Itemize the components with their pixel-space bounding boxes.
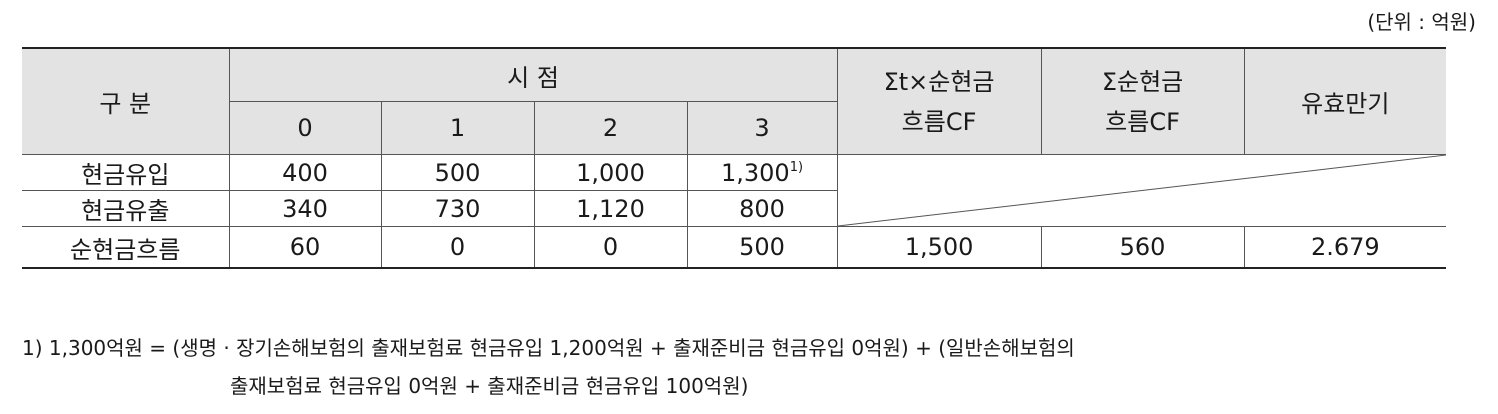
empty-diagonal-cell xyxy=(836,154,1447,227)
header-t0: 0 xyxy=(229,101,382,155)
row-label: 순현금흐름 xyxy=(22,226,230,269)
footnote-line-2: 출재보험료 현금유입 0억원 + 출재준비금 현금유입 100억원) xyxy=(230,374,749,398)
cell-value: 560 xyxy=(1040,226,1245,269)
cell-value: 2.679 xyxy=(1243,226,1447,269)
cell-value: 500 xyxy=(380,154,535,191)
cell-value: 1,000 xyxy=(533,154,688,191)
table-row: 현금유입 400 500 1,000 1,3001) xyxy=(22,154,1447,227)
cell-value: 730 xyxy=(380,190,535,227)
cell-value: 500 xyxy=(686,226,838,269)
header-sum-cf-line2: 흐름CF xyxy=(1105,107,1180,136)
cell-value: 800 xyxy=(686,190,838,227)
header-t3: 3 xyxy=(686,101,838,155)
cell-value: 400 xyxy=(228,154,382,191)
header-t1: 1 xyxy=(380,101,535,155)
row-label: 현금유출 xyxy=(22,190,230,227)
cell-value: 1,500 xyxy=(836,226,1042,269)
cell-value-with-note: 1,3001) xyxy=(686,154,838,191)
footnote-marker: 1) xyxy=(789,159,804,175)
table-row: 현금유출 340 730 1,120 800 xyxy=(22,190,1446,227)
header-sum-cf: Σ순현금 흐름CF xyxy=(1040,47,1245,155)
cell-value: 1,300 xyxy=(720,158,790,187)
cell-value: 340 xyxy=(228,190,382,227)
cell-value: 0 xyxy=(533,226,688,269)
header-row-1: 구 분 시 점 Σt×순현금 흐름CF Σ순현금 흐름CF 유효만기 xyxy=(22,47,1447,155)
cell-value: 1,120 xyxy=(533,190,688,227)
header-sum-cf-line1: Σ순현금 xyxy=(1101,67,1184,96)
header-sum-t-cf-line2: 흐름CF xyxy=(901,107,977,136)
cell-value: 60 xyxy=(228,226,382,269)
header-category: 구 분 xyxy=(22,47,230,155)
header-t2: 2 xyxy=(533,101,688,155)
cash-flow-table: 구 분 시 점 Σt×순현금 흐름CF Σ순현금 흐름CF 유효만기 0 1 2… xyxy=(22,47,1447,269)
footnote-line-1: 1) 1,300억원 = (생명 · 장기손해보험의 출재보험료 현금유입 1,… xyxy=(22,336,1075,360)
diagonal-line xyxy=(838,155,1447,226)
unit-label: (단위 : 억원) xyxy=(1367,10,1476,34)
cell-value: 0 xyxy=(380,226,535,269)
header-sum-t-cf: Σt×순현금 흐름CF xyxy=(836,47,1042,155)
header-timepoint: 시 점 xyxy=(228,47,838,102)
table-row: 순현금흐름 60 0 0 500 1,500 560 2.679 xyxy=(22,226,1447,269)
header-duration: 유효만기 xyxy=(1243,47,1447,155)
header-sum-t-cf-line1: Σt×순현금 xyxy=(883,67,995,96)
row-label: 현금유입 xyxy=(22,154,230,191)
